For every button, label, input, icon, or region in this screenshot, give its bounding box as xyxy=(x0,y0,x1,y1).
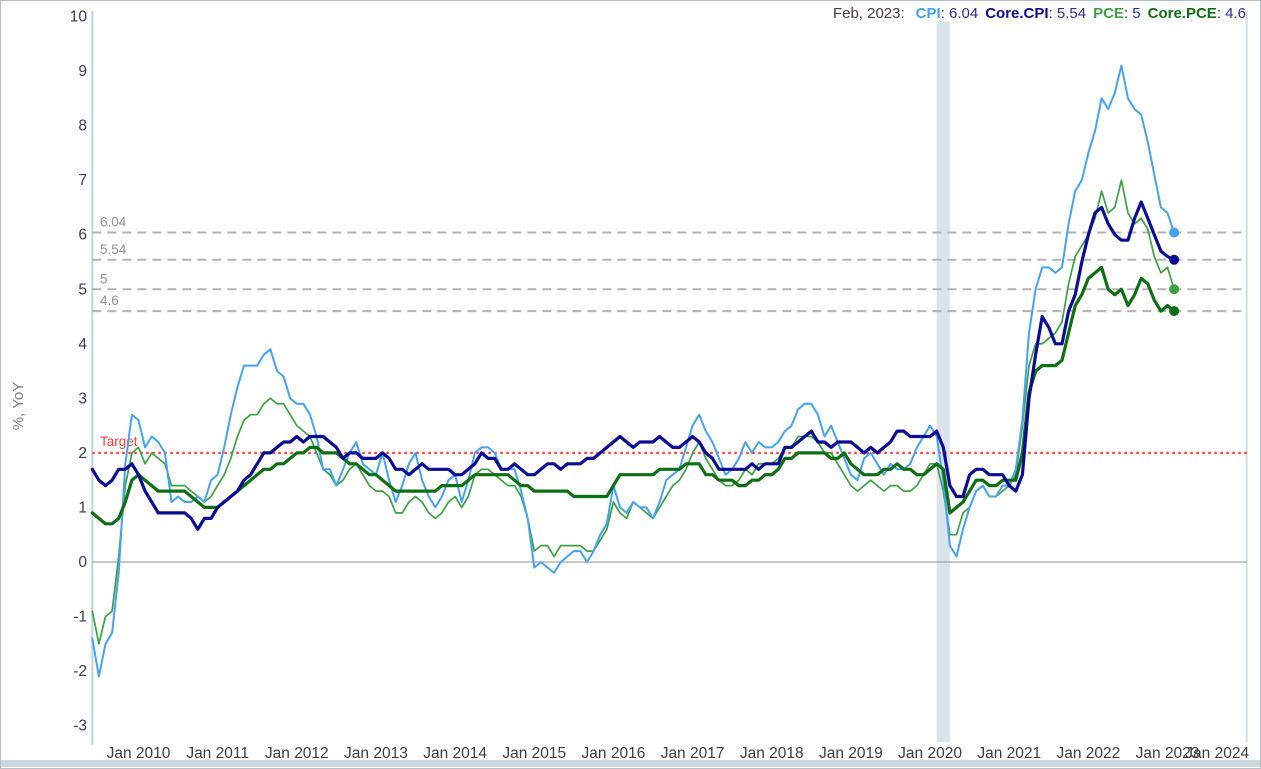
y-tick-label: -1 xyxy=(73,609,87,626)
legend-item-cpi: CPI: 6.04 xyxy=(916,5,979,22)
legend-series-name-pce: PCE xyxy=(1093,5,1124,22)
y-tick-label: 7 xyxy=(78,172,87,189)
x-tick-label: Jan 2010 xyxy=(107,745,171,762)
reference-line-label: 4.6 xyxy=(100,293,119,308)
legend-item-core-pce: Core.PCE: 4.6 xyxy=(1148,5,1246,22)
y-tick-label: 1 xyxy=(78,499,87,516)
horizontal-scrollbar-track[interactable] xyxy=(1,760,1260,767)
x-tick-label: Jan 2020 xyxy=(898,745,962,762)
pce-endpoint-dot[interactable] xyxy=(1169,284,1180,295)
x-tick-label: Jan 2014 xyxy=(423,745,487,762)
y-tick-label: -2 xyxy=(73,663,87,680)
x-tick-label: Jan 2022 xyxy=(1056,745,1120,762)
legend-series-value-pce: : 5 xyxy=(1123,5,1141,22)
y-tick-label: 8 xyxy=(78,118,87,135)
x-tick-label: Jan 2018 xyxy=(740,745,804,762)
x-tick-label: Jan 2019 xyxy=(819,745,883,762)
legend-series-value-core-cpi: : 5.54 xyxy=(1048,5,1087,22)
core-cpi-endpoint-dot[interactable] xyxy=(1169,254,1180,265)
pce-line[interactable] xyxy=(91,179,1175,645)
y-tick-label: 4 xyxy=(78,336,87,353)
legend-series-name-core-pce: Core.PCE xyxy=(1147,5,1217,22)
y-tick-label: -3 xyxy=(73,718,87,735)
chart-legend: Feb, 2023: CPI: 6.04 Core.CPI: 5.54 PCE: 5 C… xyxy=(833,5,1246,22)
x-tick-label: Jan 2023 xyxy=(1136,745,1200,762)
core-pce-endpoint-dot[interactable] xyxy=(1169,306,1180,317)
x-tick-label: Jan 2017 xyxy=(661,745,725,762)
core-cpi-line[interactable] xyxy=(90,200,1176,531)
x-tick-label: Jan 2016 xyxy=(582,745,646,762)
legend-item-core-cpi: Core.CPI: 5.54 xyxy=(985,5,1086,22)
recession-band xyxy=(936,21,950,742)
y-tick-label: 5 xyxy=(78,281,87,298)
legend-series-name-cpi: CPI xyxy=(915,5,941,22)
core-pce-line[interactable] xyxy=(90,265,1176,526)
y-axis-title: %, YoY xyxy=(10,382,27,430)
legend-item-pce: PCE: 5 xyxy=(1093,5,1141,22)
target-label: Target xyxy=(100,434,138,449)
y-tick-label: 6 xyxy=(78,227,87,244)
x-tick-label: Jan 2013 xyxy=(344,745,408,762)
legend-series-name-core-cpi: Core.CPI xyxy=(985,5,1049,22)
x-tick-label: Jan 2011 xyxy=(186,745,249,762)
reference-line-label: 5.54 xyxy=(100,242,127,257)
y-tick-label: 10 xyxy=(70,9,88,26)
cpi-line[interactable] xyxy=(91,64,1176,678)
y-tick-label: 3 xyxy=(78,390,87,407)
legend-series-value-cpi: : 6.04 xyxy=(940,5,979,22)
y-tick-label: 9 xyxy=(78,63,87,80)
y-tick-label: 2 xyxy=(78,445,87,462)
cpi-endpoint-dot[interactable] xyxy=(1169,227,1180,238)
x-tick-label: Jan 2015 xyxy=(502,745,566,762)
reference-line-label: 6.04 xyxy=(100,215,127,230)
x-tick-label: Jan 2024 xyxy=(1185,745,1249,762)
reference-line-label: 5 xyxy=(100,271,108,286)
legend-series-value-core-pce: : 4.6 xyxy=(1216,5,1246,22)
y-tick-label: 0 xyxy=(78,554,87,571)
legend-date-label: Feb, 2023: xyxy=(832,5,905,22)
x-tick-label: Jan 2021 xyxy=(977,745,1041,762)
x-tick-label: Jan 2012 xyxy=(265,745,329,762)
